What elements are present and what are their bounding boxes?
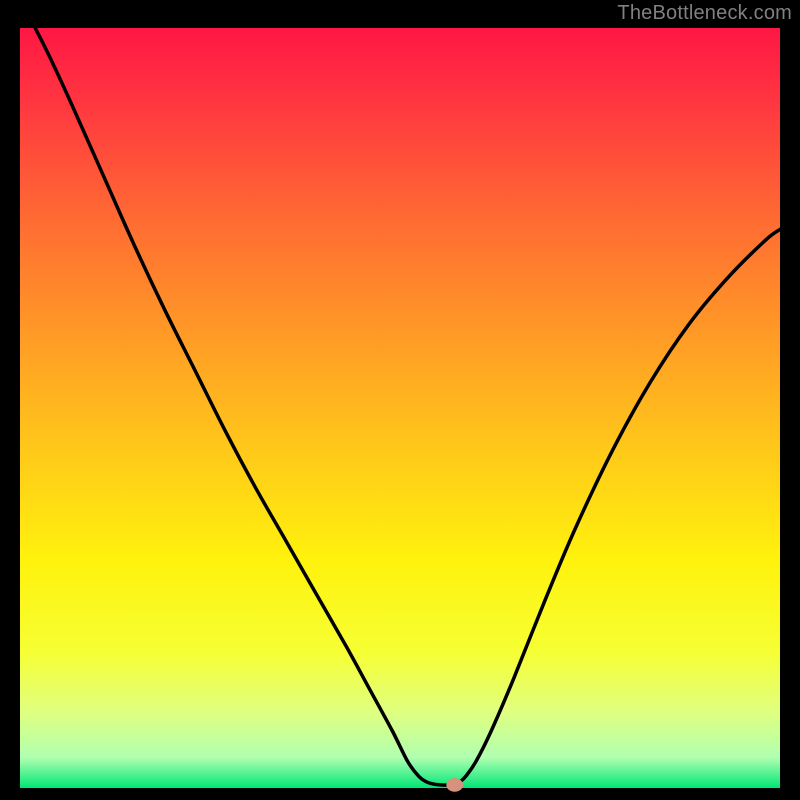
valley-marker <box>446 778 463 792</box>
watermark-text: TheBottleneck.com <box>617 2 792 25</box>
plot-gradient-background <box>20 28 780 788</box>
chart-container: TheBottleneck.com <box>0 0 800 800</box>
bottleneck-curve-chart <box>0 0 800 800</box>
